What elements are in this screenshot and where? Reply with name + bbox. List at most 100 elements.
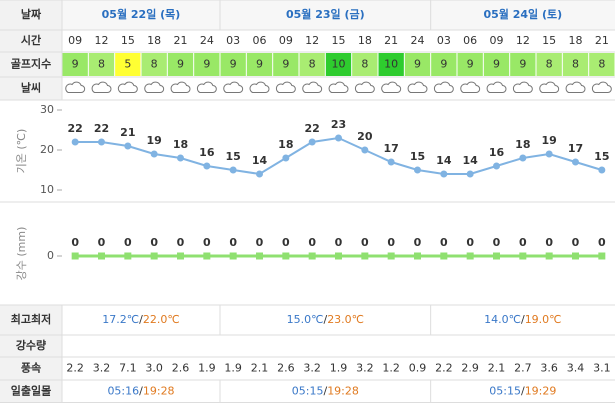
marker (150, 150, 158, 158)
wind-speed: 3.6 (540, 362, 558, 375)
wind-speed: 1.9 (330, 362, 348, 375)
time: 06 (463, 34, 477, 47)
wind-speed: 2.2 (435, 362, 453, 375)
marker (177, 252, 184, 260)
row-label: 시간 (21, 33, 41, 47)
weather-icon (407, 81, 428, 93)
row-label: 일출일몰 (11, 384, 51, 398)
high-value: 19.0℃ (525, 313, 562, 326)
marker (466, 170, 474, 178)
cloud (591, 81, 612, 93)
marker (256, 252, 263, 260)
wind-speed: 7.1 (119, 362, 137, 375)
data-label: 16 (199, 146, 215, 159)
wind-speed: 1.2 (382, 362, 400, 375)
data-label: 0 (256, 236, 264, 249)
golf-index: 10 (332, 58, 346, 71)
time: 12 (95, 34, 109, 47)
data-label: 18 (515, 138, 530, 151)
golf-cell (589, 53, 615, 76)
wind-speed: 2.2 (66, 362, 84, 375)
y-tick-label: 0 (47, 249, 54, 262)
golf-index: 9 (203, 58, 210, 71)
marker (177, 154, 184, 162)
golf-cell (536, 53, 562, 76)
golf-index: 10 (384, 58, 398, 71)
wind-speed: 3.4 (567, 362, 585, 375)
golf-cell (88, 53, 115, 76)
marker (71, 138, 79, 146)
golf-cell (273, 53, 299, 76)
high-value: 23.0℃ (327, 313, 364, 326)
cloud (433, 81, 454, 93)
data-label: 14 (463, 154, 479, 167)
golf-cell (378, 53, 404, 76)
marker (493, 252, 500, 260)
data-label: 0 (466, 236, 474, 249)
row-label: 날씨 (21, 81, 41, 95)
golf-cell (220, 53, 246, 76)
wind-speed: 3.2 (356, 362, 374, 375)
axis-label: 강수 (mm) (15, 227, 28, 281)
cloud (460, 81, 481, 93)
low-value: 17.2℃ (102, 313, 139, 326)
data-label: 22 (94, 122, 109, 135)
marker (466, 252, 474, 260)
time: 21 (595, 34, 609, 47)
label-cell (0, 52, 62, 77)
time: 18 (147, 34, 161, 47)
time: 12 (305, 34, 319, 47)
data-label: 0 (572, 236, 580, 249)
golf-cell (404, 53, 431, 76)
wind-speed: 2.6 (277, 362, 295, 375)
label-cell (0, 357, 62, 380)
separator: / (521, 313, 525, 326)
separator: / (139, 313, 143, 326)
marker (335, 252, 342, 260)
wind-speed: 2.1 (251, 362, 269, 375)
golf-cell (483, 53, 510, 76)
low-value: 05:15 (489, 385, 521, 398)
day-date: 05월 24일 (토) (483, 7, 562, 21)
data-label: 15 (594, 150, 609, 163)
golf-cell (352, 53, 378, 76)
golf-cell (510, 53, 536, 76)
marker (124, 252, 132, 260)
golf-cell (115, 53, 141, 76)
high-value: 19:28 (327, 385, 359, 398)
weather-icon (565, 81, 586, 93)
golf-index: 9 (72, 58, 79, 71)
marker (519, 154, 527, 162)
marker (229, 166, 237, 174)
marker (387, 252, 395, 260)
max-min: 17.2℃/22.0℃ (102, 313, 179, 326)
wind-speed: 0.9 (409, 362, 427, 375)
sunrise-sunset: 05:15/19:28 (292, 385, 359, 398)
weather-icon (486, 81, 507, 93)
data-label: 22 (68, 122, 83, 135)
golf-index: 8 (546, 58, 553, 71)
weather-icon (275, 81, 296, 93)
data-label: 0 (545, 236, 553, 249)
marker (598, 166, 606, 174)
wind-speed: 1.9 (198, 362, 216, 375)
data-label: 0 (71, 236, 79, 249)
cloud (512, 81, 533, 93)
row-label: 최고최저 (11, 312, 51, 326)
low-value: 15.0℃ (287, 313, 324, 326)
cloud (565, 81, 586, 93)
high-value: 22.0℃ (143, 313, 180, 326)
marker (387, 158, 395, 166)
time: 24 (200, 34, 214, 47)
sunrise-sunset: 05:15/19:29 (489, 385, 556, 398)
wind-speed: 3.2 (303, 362, 321, 375)
row-label: 강수량 (16, 338, 46, 352)
weather-icon (591, 81, 612, 93)
golf-cell (167, 53, 194, 76)
weather-icon (170, 81, 191, 93)
max-min: 15.0℃/23.0℃ (287, 313, 364, 326)
golf-cell (325, 53, 352, 76)
marker (124, 142, 132, 150)
cloud (486, 81, 507, 93)
